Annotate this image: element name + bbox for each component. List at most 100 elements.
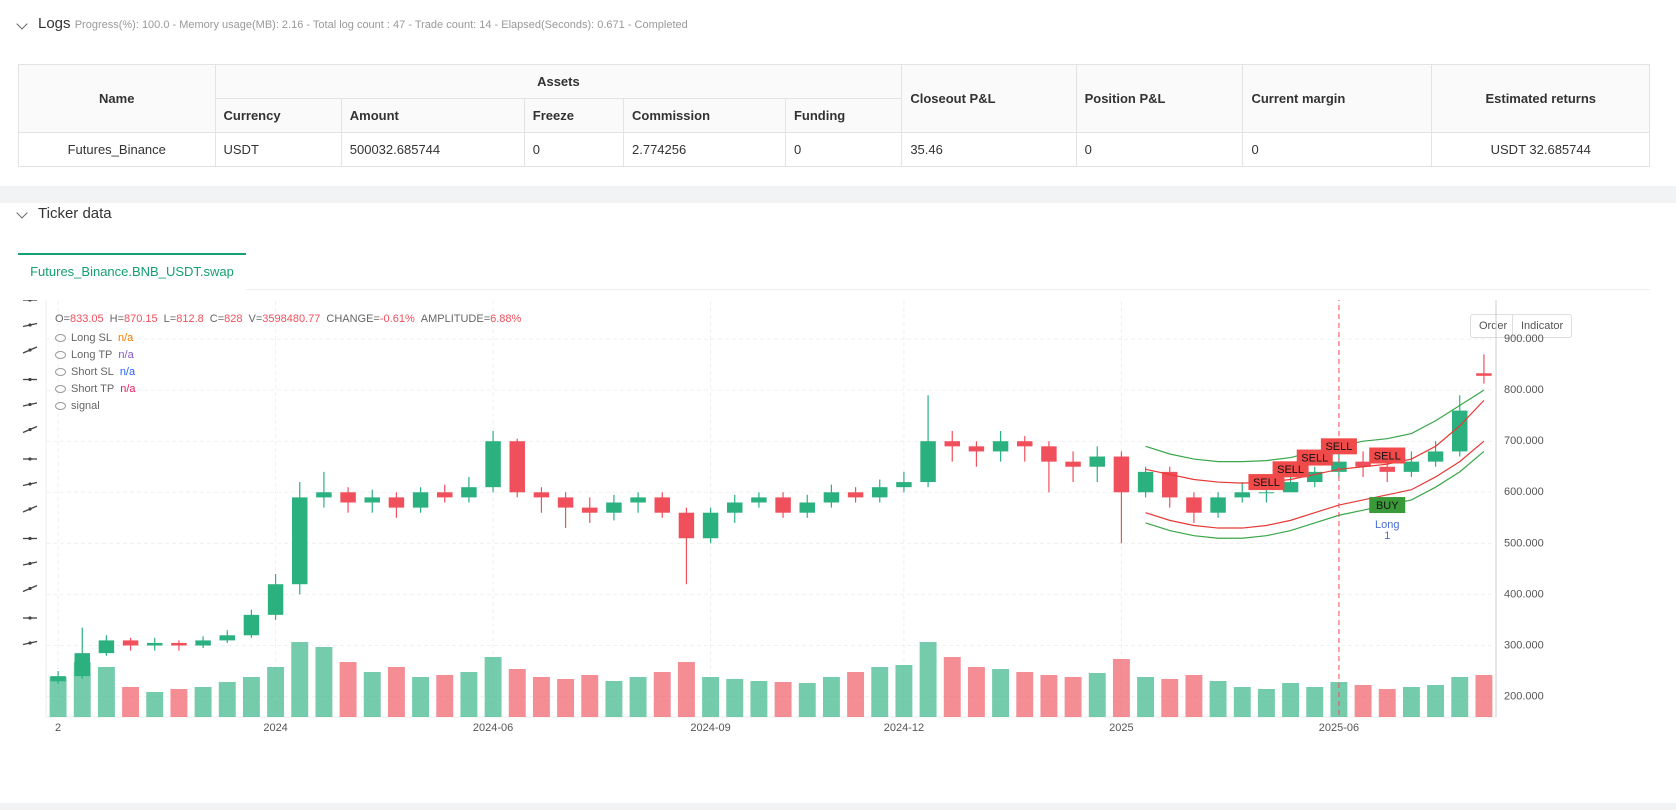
signal-label: SELL (1301, 452, 1328, 464)
x-tick-label: 2024 (263, 722, 287, 734)
assets-table: Name Assets Closeout P&L Position P&L Curren… (18, 64, 1650, 167)
tool-icon (28, 427, 32, 432)
candle-body (1089, 456, 1105, 467)
tool-icon (28, 507, 32, 511)
volume-bar (315, 647, 333, 717)
th: Commission (623, 98, 786, 133)
candle-body (654, 497, 670, 513)
th: Freeze (523, 98, 625, 133)
volume-bar (798, 683, 816, 717)
volume-bar (460, 672, 478, 717)
logs-status: Progress(%): 100.0 - Memory usage(MB): 2… (74, 19, 688, 31)
eye-icon (55, 351, 66, 360)
volume-bar (484, 657, 502, 717)
header-value: -0.61% (379, 313, 415, 325)
volume-bar (822, 677, 840, 717)
signal-label: SELL (1374, 450, 1401, 462)
sell-signal (1369, 447, 1406, 464)
volume-bar (412, 677, 430, 717)
th: Position P&L (1075, 64, 1244, 133)
eye-icon (55, 368, 66, 377)
td: 0 (1075, 132, 1244, 167)
th: Currency (214, 98, 342, 133)
header-label: CHANGE= (326, 313, 380, 325)
volume-bar (702, 677, 720, 717)
volume-bar (1088, 673, 1106, 717)
candle-body (896, 482, 912, 488)
candle-body (944, 441, 960, 447)
volume-bar (895, 665, 913, 717)
x-tick-label: 2024-09 (690, 722, 730, 734)
header-label: V= (248, 313, 263, 325)
collapse-icon[interactable] (16, 18, 28, 30)
candle-body (920, 441, 936, 483)
volume-bar (194, 687, 212, 717)
header-label: C= (209, 313, 225, 325)
sell-signal (1248, 474, 1285, 491)
header-value: 870.15 (124, 313, 158, 325)
volume-bar (919, 642, 937, 717)
legend-value: n/a (117, 332, 134, 344)
ohlc-header: O=833.05 H=870.15 L=812.8 C=828 V=3598480.77… (55, 313, 527, 325)
volume-bar (1427, 685, 1445, 717)
legend-name: Short SL (71, 366, 114, 378)
band-line (1145, 450, 1485, 539)
header-value: 828 (224, 313, 243, 325)
volume-bar (581, 675, 599, 717)
signal-label: BUY (1376, 500, 1399, 512)
volume-bar (122, 687, 140, 717)
candle-body (171, 642, 187, 646)
volume-bar (1161, 679, 1179, 717)
candle-body (437, 492, 453, 498)
candle-body (606, 502, 622, 513)
band-line (1145, 440, 1485, 529)
candle-body (122, 640, 139, 646)
indicator-button[interactable]: Indicator (1512, 314, 1573, 338)
x-tick-label: 2025 (1109, 722, 1133, 734)
volume-bar (967, 667, 985, 717)
tool-icon (28, 561, 32, 566)
header-value: 6.88% (490, 313, 522, 325)
legend-name: Short TP (71, 383, 115, 395)
volume-bar (387, 667, 405, 717)
td: 35.46 (901, 132, 1077, 167)
legend-item: Short SL n/a (55, 364, 136, 381)
tool-icon (28, 536, 32, 541)
volume-bar (1306, 687, 1324, 717)
header-label: L= (163, 313, 177, 325)
ticker-tab[interactable]: Futures_Binance.BNB_USDT.swap (18, 253, 246, 290)
candle-body (678, 512, 695, 539)
candle-body (316, 492, 332, 498)
y-tick-label: 300.000 (1504, 639, 1544, 651)
volume-bar (1330, 682, 1348, 717)
order-button[interactable]: Order (1470, 314, 1517, 338)
volume-bar (943, 657, 961, 717)
th: Funding (784, 98, 903, 133)
volume-bar (992, 669, 1010, 717)
candle-body (195, 640, 211, 646)
candle-body (74, 653, 90, 677)
legend-item: Long TP n/a (55, 347, 136, 364)
td: Futures_Binance (18, 132, 216, 167)
y-tick-label: 200.000 (1504, 690, 1544, 702)
candle-body (1403, 461, 1420, 472)
volume-bar (508, 669, 526, 717)
legend-value: n/a (118, 349, 134, 361)
volume-bar (605, 681, 623, 717)
candle-body (1258, 492, 1275, 494)
candle-body (243, 614, 260, 636)
candle-body (1427, 451, 1444, 462)
candle-body (219, 635, 235, 641)
y-tick-label: 500.000 (1504, 537, 1544, 549)
volume-bar (363, 672, 381, 717)
x-tick-label: 2 (55, 722, 61, 734)
plot-area (45, 300, 1497, 718)
candle-body (1162, 471, 1178, 498)
ticker-title: Ticker data (38, 205, 112, 222)
candle-body (968, 446, 985, 452)
collapse-icon[interactable] (16, 207, 28, 219)
logs-title: Logs Progress(%): 100.0 - Memory usage(M… (38, 15, 688, 32)
y-tick-label: 700.000 (1504, 435, 1544, 447)
volume-bar (653, 672, 671, 717)
volume-bar (242, 677, 260, 717)
